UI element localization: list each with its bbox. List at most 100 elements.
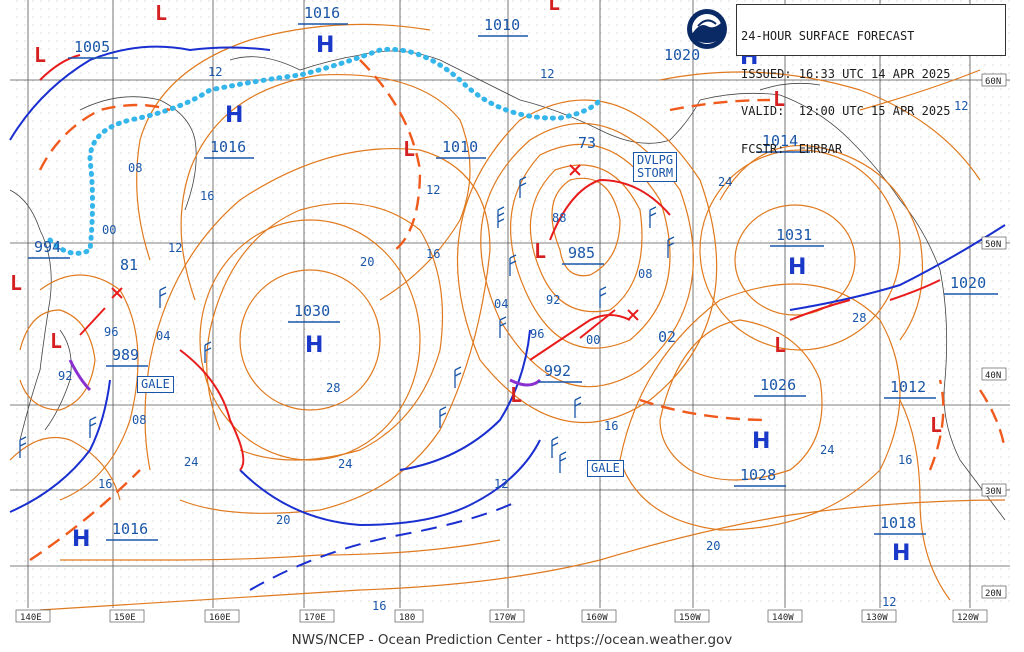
high-letter: H (892, 541, 910, 566)
tick-180: 180 (399, 613, 415, 623)
isobar-label: 00 (586, 333, 600, 347)
low-letter: L (10, 271, 22, 295)
tick-160e: 160E (209, 613, 231, 623)
isobar-label: 16 (200, 189, 214, 203)
graticule (10, 0, 1010, 608)
high-letter: H (305, 333, 323, 358)
warm-fronts (39, 54, 941, 471)
isobar-label: 16 (898, 453, 912, 467)
high-letter: H (72, 527, 90, 552)
pressure-value: 1020 (950, 274, 986, 292)
isobar-label: 20 (706, 539, 720, 553)
latitude-ticks: 60N 50N 40N 30N 20N (981, 73, 1007, 599)
low-letter: L (155, 1, 167, 25)
storm-center-markers (111, 164, 639, 321)
gale-warning-central: GALE (587, 460, 624, 477)
isobar-label: 88 (552, 211, 566, 225)
pressure-value: 1012 (890, 378, 926, 396)
isobar-label: 04 (494, 297, 508, 311)
low-letter: L (50, 329, 62, 353)
troughs (29, 59, 1007, 561)
pressure-value: 1010 (442, 138, 478, 156)
pressure-value: 985 (568, 244, 595, 262)
low-letter: L (34, 43, 46, 67)
low-letter: L (930, 413, 942, 437)
forecast-forecaster: FCSTR: EHRBAR (741, 141, 843, 156)
pressure-value: 1010 (484, 16, 520, 34)
isobar-label: 96 (104, 325, 118, 339)
low-letter: L (403, 137, 415, 161)
isobar-label: 12 (208, 65, 222, 79)
isobar-label: 08 (638, 267, 652, 281)
pressure-value: 1018 (880, 514, 916, 532)
isobar-label: 16 (604, 419, 618, 433)
isobar-label: 16 (426, 247, 440, 261)
tick-60n: 60N (985, 77, 1001, 87)
high-letter: H (752, 429, 770, 454)
tick-140e: 140E (20, 613, 42, 623)
isobar-label: 12 (494, 477, 508, 491)
high-letter: H (316, 33, 334, 58)
forecast-issued: ISSUED: 16:33 UTC 14 APR 2025 (741, 66, 951, 81)
low-value-02: 02 (658, 328, 676, 346)
isobar-label: 96 (530, 327, 544, 341)
forecast-valid: VALID: 12:00 UTC 15 APR 2025 (741, 104, 951, 118)
footer-credit: NWS/NCEP - Ocean Prediction Center - htt… (291, 632, 733, 648)
pressure-value: 989 (112, 346, 139, 364)
high-letter: H (225, 103, 243, 128)
isobar-label: 12 (882, 595, 896, 609)
isobar-labels: 12 12 08 00 16 12 12 20 16 28 24 20 24 0… (58, 65, 968, 613)
tick-20n: 20N (985, 589, 1001, 599)
isobar-label: 12 (954, 99, 968, 113)
tick-120w: 120W (957, 613, 979, 623)
pressure-value: 1016 (304, 4, 340, 22)
isobar-label: 24 (820, 443, 834, 457)
low-letter: L (510, 383, 522, 407)
low-letter: L (548, 0, 560, 15)
low-value-81: 81 (120, 256, 138, 274)
isobar-label: 20 (360, 255, 374, 269)
pressure-value: 1028 (740, 466, 776, 484)
isobar-label: 08 (128, 161, 142, 175)
forecast-title: 24-HOUR SURFACE FORECAST (741, 29, 915, 43)
storm-line-2: STORM (637, 166, 674, 180)
tick-30n: 30N (985, 487, 1001, 497)
isobar-label: 24 (184, 455, 198, 469)
low-letter: L (773, 87, 785, 111)
tick-160w: 160W (586, 613, 608, 623)
occluded-front-west (68, 359, 92, 392)
low-letter: L (534, 239, 546, 263)
wind-barbs (19, 176, 675, 473)
low-track-arrow (79, 307, 106, 336)
cold-fronts (9, 45, 1006, 527)
isobar-label: 92 (546, 293, 560, 307)
pressure-values: 1016 1005 1016 1010 1010 1020 1014 1031 … (28, 4, 998, 541)
isobar-label: 08 (132, 413, 146, 427)
longitude-ticks: 140E 150E 160E 170E 180 170W 160W 150W 1… (15, 609, 988, 623)
pressure-value: 1031 (776, 226, 812, 244)
isobar-label: 24 (718, 175, 732, 189)
high-letter: H (788, 255, 806, 280)
tick-170w: 170W (494, 613, 516, 623)
isobar-label: 24 (338, 457, 352, 471)
tick-150e: 150E (114, 613, 136, 623)
pressure-value: 1005 (74, 38, 110, 56)
gale-warning-west: GALE (137, 376, 174, 393)
ice-edge (47, 46, 603, 256)
pressure-value: 992 (544, 362, 571, 380)
isobar-label: 16 (98, 477, 112, 491)
pressure-value: 994 (34, 238, 61, 256)
tick-150w: 150W (679, 613, 701, 623)
isobar-label: 20 (276, 513, 290, 527)
isobar-label: 00 (102, 223, 116, 237)
tick-40n: 40N (985, 371, 1001, 381)
pressure-value: 1014 (762, 132, 798, 150)
low-letters: L L L L L L L L L L L (10, 0, 942, 437)
isobar-label: 04 (156, 329, 170, 343)
isobar-label: 16 (372, 599, 386, 613)
gale-label: GALE (141, 377, 170, 391)
isobar-label: 92 (58, 369, 72, 383)
tick-170e: 170E (304, 613, 326, 623)
